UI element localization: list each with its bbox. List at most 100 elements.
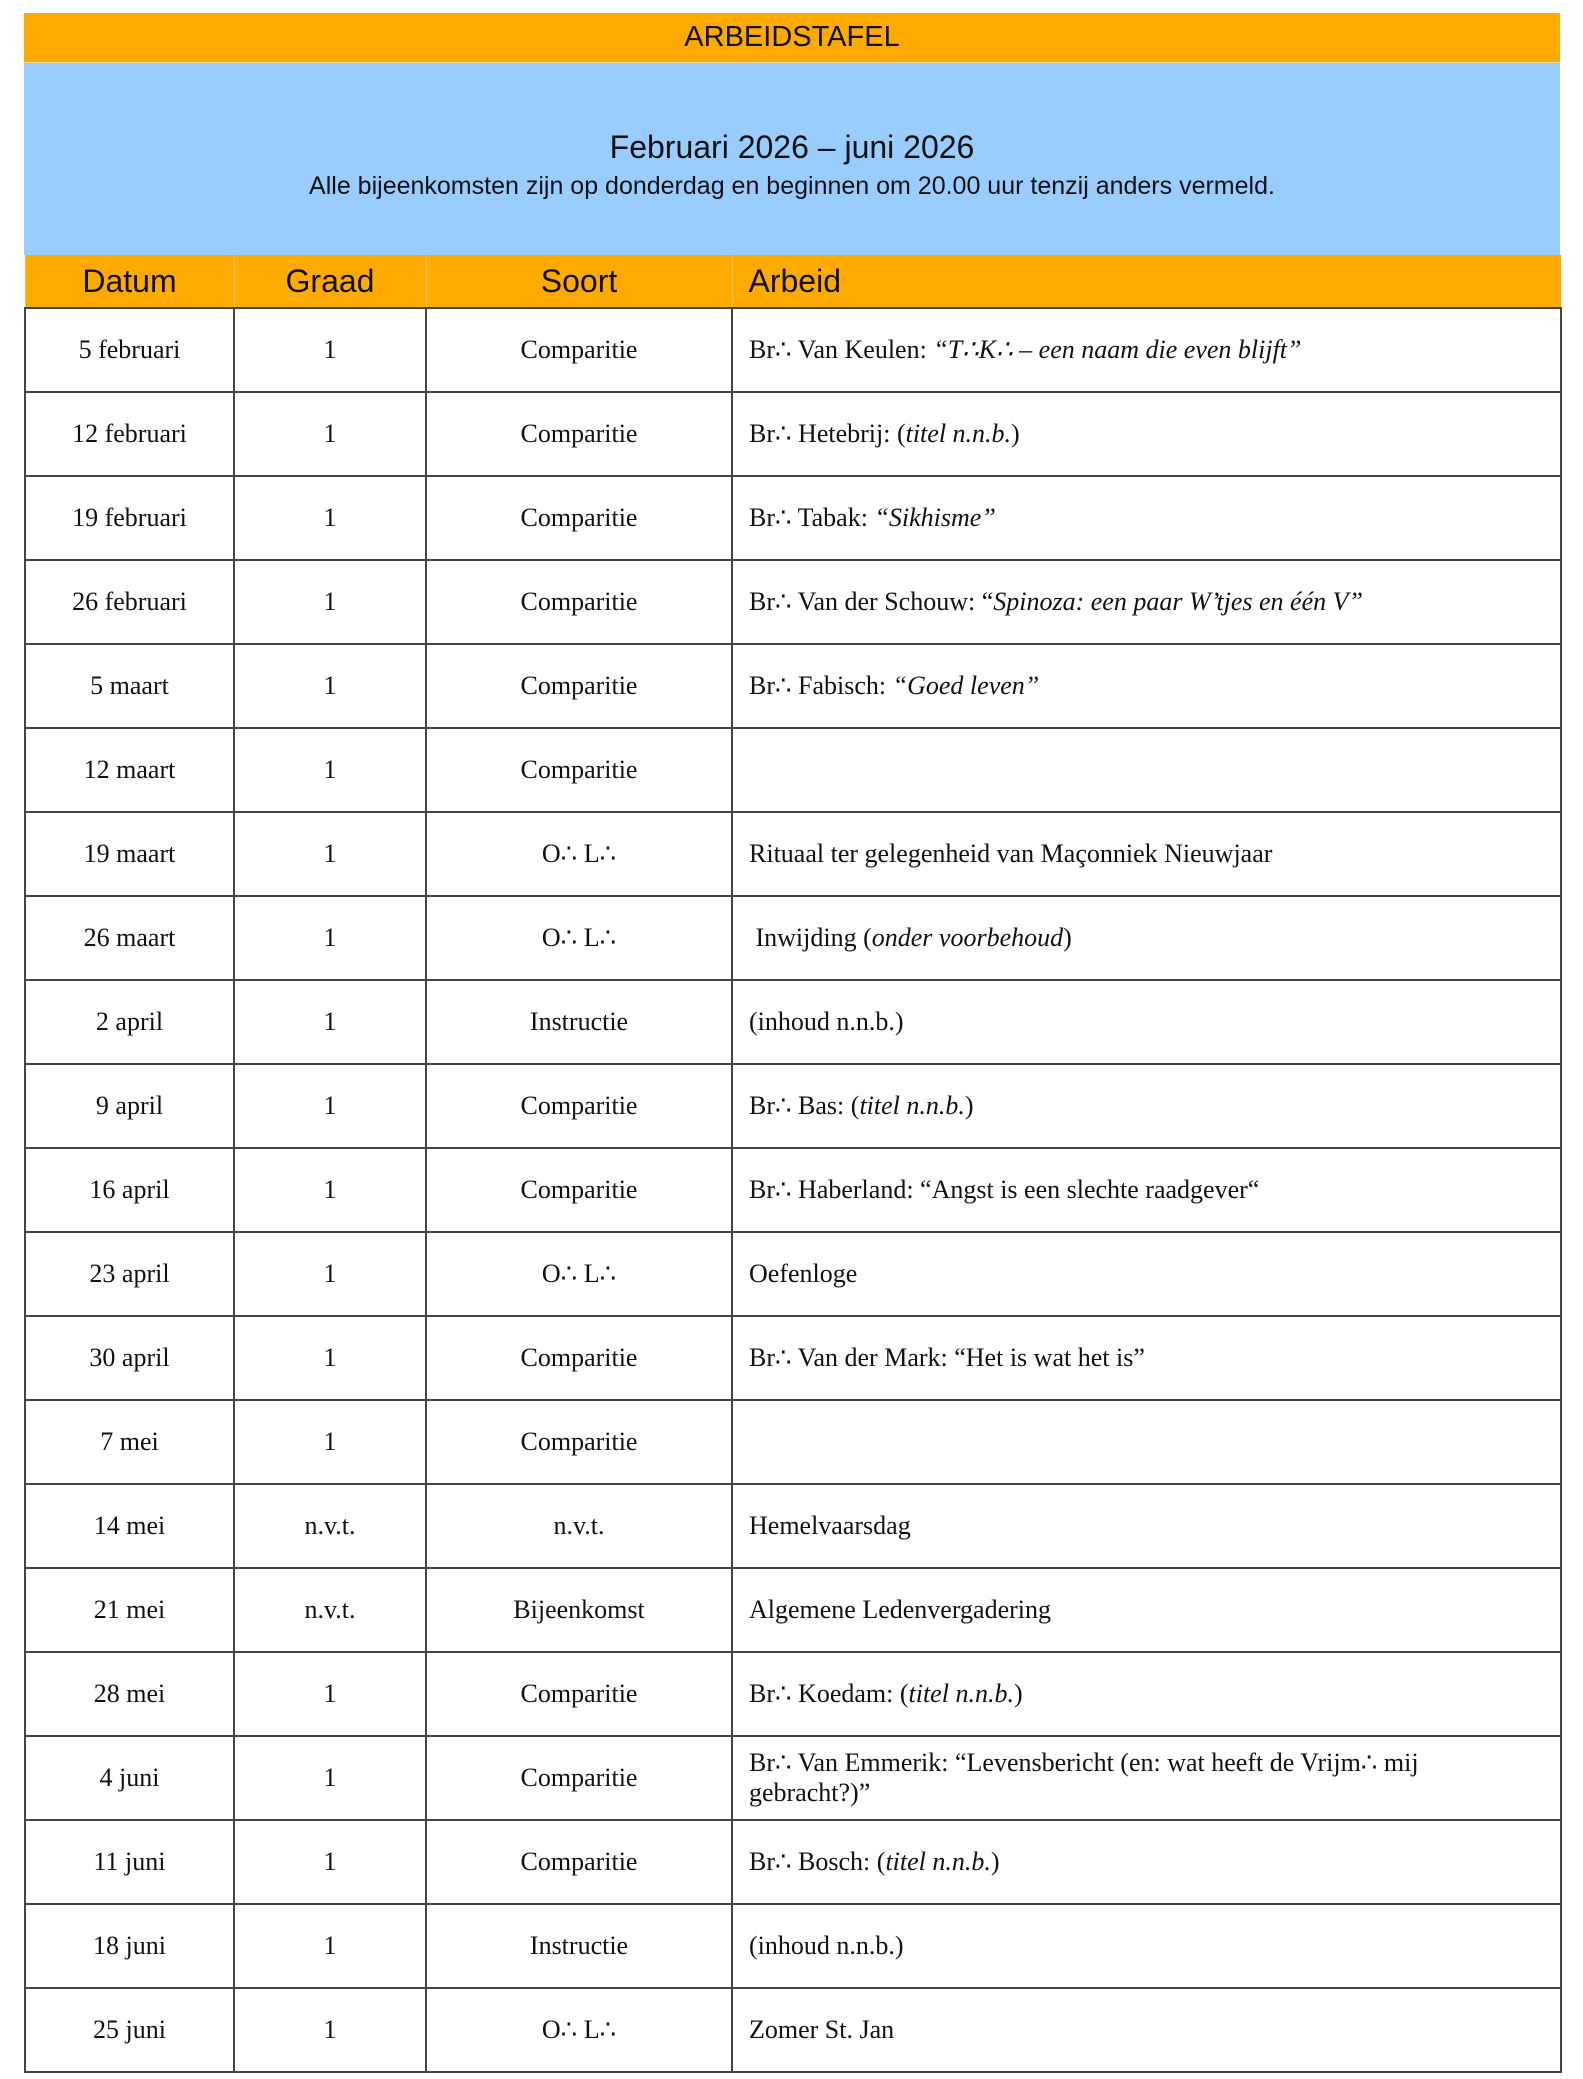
text: Oefenloge bbox=[749, 1259, 858, 1288]
cell-graad: 1 bbox=[233, 1147, 427, 1233]
text: Br∴ Van Emmerik: “Levensbericht (en: wat… bbox=[749, 1748, 1426, 1807]
header-graad: Graad bbox=[233, 255, 426, 308]
period-banner: Februari 2026 – juni 2026 Alle bijeenkom… bbox=[24, 63, 1560, 255]
cell-datum: 16 april bbox=[24, 1147, 235, 1233]
cell-arbeid: Zomer St. Jan bbox=[731, 1987, 1562, 2073]
italic-text: Spinoza: een paar W’tjes en één V” bbox=[993, 587, 1363, 616]
text: Br∴ Bas: ( bbox=[749, 1091, 860, 1120]
table-row: 28 mei 1 Comparitie Br∴ Koedam: (titel n.n.… bbox=[24, 1651, 1562, 1737]
cell-soort: Comparitie bbox=[425, 1651, 733, 1737]
text: Br∴ Van der Mark: “Het is wat het is” bbox=[749, 1343, 1145, 1372]
table-row: 5 maart 1 Comparitie Br∴ Fabisch: “Goed lev… bbox=[24, 643, 1562, 729]
cell-graad: 1 bbox=[233, 1651, 427, 1737]
cell-graad: n.v.t. bbox=[233, 1483, 427, 1569]
cell-soort: Comparitie bbox=[425, 727, 733, 813]
schedule-table: Datum Graad Soort Arbeid 5 februari 1 Comp… bbox=[24, 255, 1562, 2073]
italic-text: “Goed leven” bbox=[892, 671, 1040, 700]
table-row: 19 februari 1 Comparitie Br∴ Tabak: “Sikhis… bbox=[24, 475, 1562, 561]
table-row: 7 mei 1 Comparitie bbox=[24, 1399, 1562, 1485]
cell-graad: 1 bbox=[233, 1231, 427, 1317]
cell-datum: 7 mei bbox=[24, 1399, 235, 1485]
italic-text: titel n.n.b. bbox=[908, 1679, 1014, 1708]
cell-graad: 1 bbox=[233, 1987, 427, 2073]
text: Br∴ Haberland: “Angst is een slechte raa… bbox=[749, 1175, 1260, 1204]
cell-datum: 21 mei bbox=[24, 1567, 235, 1653]
cell-soort: O∴ L∴ bbox=[425, 1987, 733, 2073]
cell-soort: O∴ L∴ bbox=[425, 811, 733, 897]
text: Br∴ Fabisch: bbox=[749, 671, 893, 700]
text: Br∴ Hetebrij: ( bbox=[749, 419, 906, 448]
cell-arbeid: Oefenloge bbox=[731, 1231, 1562, 1317]
cell-soort: Comparitie bbox=[425, 391, 733, 477]
text: ) bbox=[964, 1091, 974, 1120]
meeting-note: Alle bijeenkomsten zijn op donderdag en … bbox=[309, 172, 1275, 200]
cell-graad: 1 bbox=[233, 811, 427, 897]
cell-arbeid: Rituaal ter gelegenheid van Maçonniek Ni… bbox=[731, 811, 1562, 897]
cell-graad: 1 bbox=[233, 559, 427, 645]
cell-datum: 4 juni bbox=[24, 1735, 235, 1821]
text: ) bbox=[1013, 1679, 1023, 1708]
cell-soort: Comparitie bbox=[425, 1399, 733, 1485]
cell-datum: 26 februari bbox=[24, 559, 235, 645]
cell-arbeid bbox=[731, 727, 1562, 813]
cell-soort: Comparitie bbox=[425, 1147, 733, 1233]
cell-graad: 1 bbox=[233, 475, 427, 561]
cell-arbeid: Br∴ Hetebrij: (titel n.n.b.) bbox=[731, 391, 1562, 477]
table-row: 25 juni 1 O∴ L∴ Zomer St. Jan bbox=[24, 1987, 1562, 2073]
cell-graad: 1 bbox=[233, 1315, 427, 1401]
text: Br∴ Bosch: ( bbox=[749, 1847, 886, 1876]
cell-graad: 1 bbox=[233, 1063, 427, 1149]
text: (inhoud n.n.b.) bbox=[749, 1931, 904, 1960]
cell-soort: Comparitie bbox=[425, 643, 733, 729]
italic-text: titel n.n.b. bbox=[905, 419, 1012, 448]
cell-graad: 1 bbox=[233, 1819, 427, 1905]
cell-graad: 1 bbox=[233, 979, 427, 1065]
cell-soort: Bijeenkomst bbox=[425, 1567, 733, 1653]
header-datum: Datum bbox=[24, 255, 234, 308]
cell-datum: 9 april bbox=[24, 1063, 235, 1149]
period-title: Februari 2026 – juni 2026 bbox=[609, 129, 975, 165]
text: ) bbox=[1063, 923, 1072, 952]
table-row: 12 februari 1 Comparitie Br∴ Hetebrij: (tit… bbox=[24, 391, 1562, 477]
cell-graad: 1 bbox=[233, 643, 427, 729]
cell-datum: 19 maart bbox=[24, 811, 235, 897]
cell-soort: Comparitie bbox=[425, 1063, 733, 1149]
cell-soort: n.v.t. bbox=[425, 1483, 733, 1569]
table-row: 19 maart 1 O∴ L∴ Rituaal ter gelegenheid va… bbox=[24, 811, 1562, 897]
cell-arbeid: Hemelvaarsdag bbox=[731, 1483, 1562, 1569]
cell-arbeid: Br∴ Van der Schouw: “Spinoza: een paar W… bbox=[731, 559, 1562, 645]
table-row: 23 april 1 O∴ L∴ Oefenloge bbox=[24, 1231, 1562, 1317]
table-row: 18 juni 1 Instructie (inhoud n.n.b.) bbox=[24, 1903, 1562, 1989]
cell-datum: 19 februari bbox=[24, 475, 235, 561]
table-row: 30 april 1 Comparitie Br∴ Van der Mark: “He… bbox=[24, 1315, 1562, 1401]
text: Br∴ Tabak: bbox=[749, 503, 875, 532]
cell-soort: Comparitie bbox=[425, 1735, 733, 1821]
cell-soort: Comparitie bbox=[425, 307, 733, 393]
cell-arbeid: Br∴ Koedam: (titel n.n.b.) bbox=[731, 1651, 1562, 1737]
italic-text: “T∴K∴ – een naam die even blijft” bbox=[933, 335, 1302, 364]
cell-datum: 18 juni bbox=[24, 1903, 235, 1989]
cell-arbeid: (inhoud n.n.b.) bbox=[731, 979, 1562, 1065]
cell-datum: 12 februari bbox=[24, 391, 235, 477]
cell-soort: Instructie bbox=[425, 979, 733, 1065]
cell-datum: 5 maart bbox=[24, 643, 235, 729]
cell-datum: 12 maart bbox=[24, 727, 235, 813]
cell-arbeid bbox=[731, 1399, 1562, 1485]
cell-datum: 14 mei bbox=[24, 1483, 235, 1569]
cell-datum: 5 februari bbox=[24, 307, 235, 393]
text: Br∴ Van Keulen: bbox=[749, 335, 934, 364]
cell-graad: 1 bbox=[233, 1903, 427, 1989]
table-row: 11 juni 1 Comparitie Br∴ Bosch: (titel n.n.… bbox=[24, 1819, 1562, 1905]
table-row: 2 april 1 Instructie (inhoud n.n.b.) bbox=[24, 979, 1562, 1065]
table-row: 9 april 1 Comparitie Br∴ Bas: (titel n.n.b.… bbox=[24, 1063, 1562, 1149]
text: ) bbox=[1011, 419, 1020, 448]
cell-arbeid: Br∴ Van Emmerik: “Levensbericht (en: wat… bbox=[731, 1735, 1562, 1821]
text: (inhoud n.n.b.) bbox=[749, 1007, 904, 1036]
cell-arbeid: Algemene Ledenvergadering bbox=[731, 1567, 1562, 1653]
header-soort: Soort bbox=[425, 255, 732, 308]
text: Inwijding ( bbox=[749, 923, 872, 952]
text: Algemene Ledenvergadering bbox=[749, 1595, 1051, 1624]
cell-arbeid: Br∴ Bosch: (titel n.n.b.) bbox=[731, 1819, 1562, 1905]
table-row: 16 april 1 Comparitie Br∴ Haberland: “Angst… bbox=[24, 1147, 1562, 1233]
cell-soort: Instructie bbox=[425, 1903, 733, 1989]
